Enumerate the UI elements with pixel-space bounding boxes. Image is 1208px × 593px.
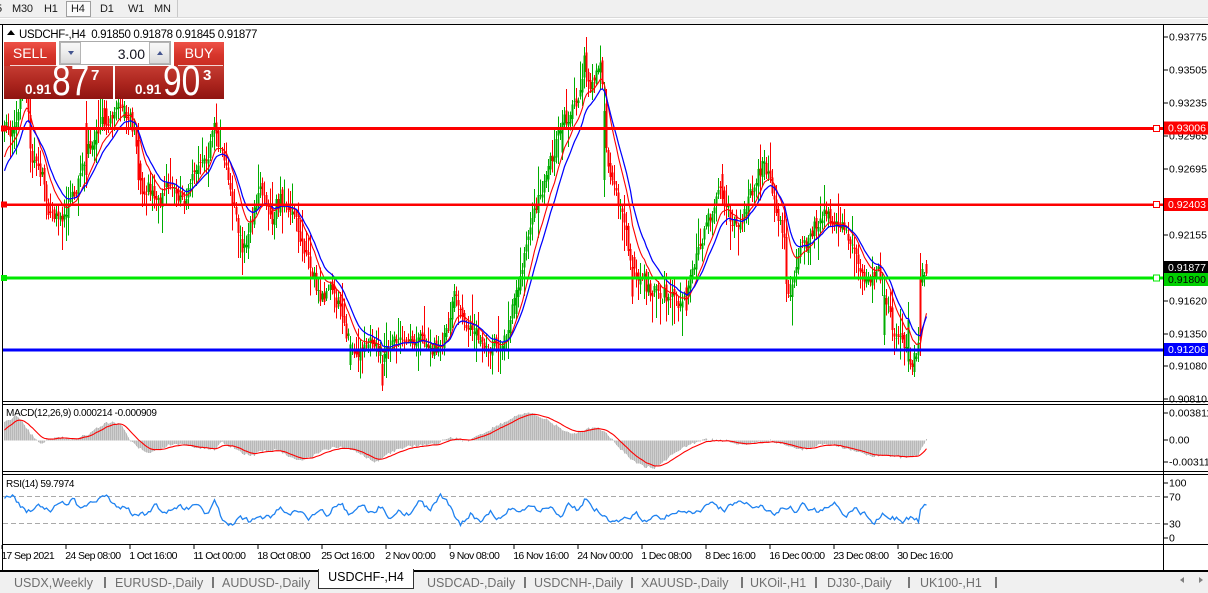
svg-text:23 Dec 08:00: 23 Dec 08:00	[833, 550, 889, 562]
svg-text:0.91877: 0.91877	[1168, 262, 1206, 274]
svg-text:0.92403: 0.92403	[1168, 199, 1206, 211]
svg-text:0.91350: 0.91350	[1169, 329, 1207, 341]
svg-text:17 Sep 2021: 17 Sep 2021	[1, 550, 55, 562]
svg-text:30: 30	[1169, 519, 1181, 531]
svg-text:11 Oct 00:00: 11 Oct 00:00	[193, 550, 246, 562]
svg-text:0.93775: 0.93775	[1169, 32, 1207, 44]
svg-text:RSI(14) 59.7974: RSI(14) 59.7974	[6, 479, 75, 490]
svg-text:24 Nov 00:00: 24 Nov 00:00	[577, 550, 633, 562]
svg-text:100: 100	[1169, 478, 1187, 490]
svg-text:16 Nov 16:00: 16 Nov 16:00	[513, 550, 569, 562]
svg-text:0.91620: 0.91620	[1169, 296, 1207, 308]
svg-text:0: 0	[1169, 533, 1175, 545]
svg-text:0.91800: 0.91800	[1168, 274, 1206, 286]
svg-text:30 Dec 16:00: 30 Dec 16:00	[897, 550, 953, 562]
svg-text:25 Oct 16:00: 25 Oct 16:00	[321, 550, 375, 562]
svg-text:24 Sep 08:00: 24 Sep 08:00	[65, 550, 121, 562]
svg-text:0.90810: 0.90810	[1169, 394, 1207, 406]
svg-text:0.93235: 0.93235	[1169, 98, 1207, 110]
svg-text:1 Oct 16:00: 1 Oct 16:00	[129, 550, 177, 562]
svg-text:18 Oct 08:00: 18 Oct 08:00	[257, 550, 311, 562]
svg-text:70: 70	[1169, 492, 1181, 504]
svg-text:MACD(12,26,9) 0.000214 -0.0009: MACD(12,26,9) 0.000214 -0.000909	[6, 408, 157, 419]
svg-text:-0.003115: -0.003115	[1169, 457, 1208, 469]
svg-text:0.93505: 0.93505	[1169, 65, 1207, 77]
svg-text:9 Nov 08:00: 9 Nov 08:00	[449, 550, 500, 562]
svg-text:0.91206: 0.91206	[1168, 344, 1206, 356]
svg-text:0.93006: 0.93006	[1168, 123, 1206, 135]
svg-text:0.003811: 0.003811	[1169, 408, 1208, 420]
svg-text:1 Dec 08:00: 1 Dec 08:00	[641, 550, 692, 562]
svg-text:2 Nov 00:00: 2 Nov 00:00	[385, 550, 436, 562]
svg-text:0.92155: 0.92155	[1169, 230, 1207, 242]
svg-text:0.92695: 0.92695	[1169, 164, 1207, 176]
svg-text:8 Dec 16:00: 8 Dec 16:00	[705, 550, 756, 562]
svg-text:0.91080: 0.91080	[1169, 361, 1207, 373]
svg-text:0.00: 0.00	[1169, 435, 1190, 447]
svg-text:16 Dec 00:00: 16 Dec 00:00	[769, 550, 825, 562]
